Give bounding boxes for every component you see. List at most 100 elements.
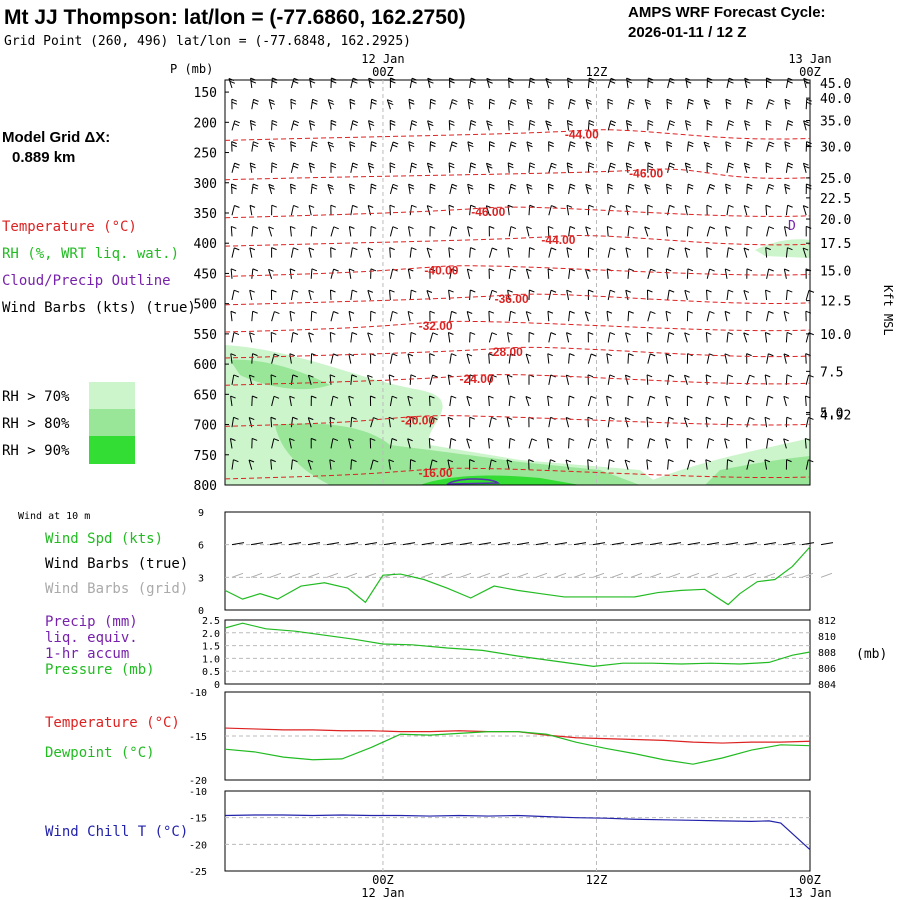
wind-barb (466, 353, 473, 364)
wind-barb (568, 183, 576, 195)
temp-ytick: -10 (189, 688, 207, 699)
wind-barb (646, 289, 653, 301)
wind-barb (568, 268, 576, 279)
surface-wind-barb (345, 542, 359, 546)
grid-wind-barb (440, 572, 453, 578)
precip-ytick: 2.0 (202, 629, 220, 640)
wind-barb (407, 438, 413, 449)
wind-barb (726, 374, 734, 385)
wind-barb (429, 183, 436, 195)
wind-barb (725, 183, 732, 195)
grid-wind-barb (459, 572, 472, 578)
isotherm (224, 168, 811, 181)
surface-wind-barb (250, 542, 264, 546)
wind-barb (449, 353, 457, 364)
wind-barb (528, 416, 535, 428)
wind-barb (290, 416, 298, 428)
wind-barb (525, 268, 532, 279)
temperature-contour-label: -28.00 (489, 345, 523, 359)
wind-barb (802, 162, 810, 173)
pressure-tick: 800 (194, 479, 217, 494)
wind-barb (488, 459, 497, 470)
wind-barb (408, 98, 415, 110)
wind-barb (407, 226, 414, 237)
wind-barb (367, 374, 373, 385)
wind-barb (587, 459, 593, 470)
precip-ytick: 0 (214, 680, 220, 691)
wind-barb (647, 311, 656, 322)
wind-barb (805, 289, 815, 301)
wind-barb (566, 204, 573, 216)
cross-section-frame (224, 79, 811, 486)
wind-barb (743, 289, 750, 301)
wind-barb (644, 99, 652, 110)
wind-barb (607, 162, 616, 173)
wind-barb (526, 141, 533, 152)
surface-wind-barb (288, 542, 302, 546)
grid-wind-barb (364, 572, 377, 578)
height-tick: 4.92 (820, 408, 851, 423)
wind-barb (367, 289, 374, 301)
wind-barb (290, 162, 299, 173)
top-time-label: 00Z (372, 65, 394, 79)
surface-wind-barb (402, 542, 416, 546)
wind-barb (508, 98, 517, 110)
wind-barb (367, 162, 375, 173)
wind-barb (765, 247, 771, 258)
wind-barb (666, 183, 673, 195)
wind-barb (308, 247, 315, 258)
wind-barb (289, 438, 295, 449)
surface-wind-barb (592, 542, 606, 546)
bottom-time-label: 00Z (372, 873, 394, 887)
grid-wind-barb (478, 572, 491, 578)
wind-barb (606, 395, 612, 407)
isotherm (224, 320, 811, 333)
wind-barb (367, 247, 374, 258)
surface-wind-barb (782, 542, 796, 546)
wind-barb (686, 310, 693, 322)
wind-barb (725, 98, 732, 110)
wind-barb (647, 119, 654, 131)
wind-barb (547, 225, 554, 237)
wind-barb (409, 204, 417, 216)
grid-wind-barb (744, 572, 757, 578)
wind-barb (765, 77, 772, 89)
wind-barb (585, 141, 592, 152)
wind-barb (488, 353, 494, 364)
surface-wind-barb (326, 542, 340, 546)
surface-wind-barb (668, 542, 682, 546)
wind-barb (268, 226, 274, 237)
wind-barb (248, 374, 255, 385)
pressure-axis-label: P (mb) (170, 62, 213, 76)
wind-barb (488, 247, 498, 258)
wind-barb (528, 247, 535, 258)
wind-barb (271, 119, 278, 131)
wind-barb (469, 77, 477, 89)
wind-barb (449, 438, 457, 449)
surface-wind-barb (801, 542, 815, 546)
wind-barb (230, 353, 236, 364)
wind-barb (389, 395, 398, 407)
wind-barb (231, 416, 239, 428)
wind-barb (766, 438, 774, 449)
wind-barb (389, 204, 396, 216)
wind-barb (506, 374, 513, 385)
wind-barb (270, 374, 277, 385)
height-tick: 25.0 (820, 172, 851, 187)
wind-barb (449, 395, 457, 407)
wind-barb (744, 77, 751, 89)
wind-barb (449, 310, 457, 322)
wind-barb (230, 268, 237, 279)
wind-barb (488, 416, 497, 428)
series-label: Precip (mm) (45, 614, 138, 630)
wind-barb (467, 98, 474, 110)
wind-barb (684, 289, 690, 301)
wind-barb (765, 289, 771, 301)
wind-barb (607, 183, 613, 195)
isotherm (224, 235, 811, 247)
wind-barb (783, 310, 790, 322)
wind-barb (766, 226, 775, 237)
wind-barb (566, 289, 572, 301)
wind-barb (566, 162, 573, 173)
wind-barb (647, 77, 654, 89)
